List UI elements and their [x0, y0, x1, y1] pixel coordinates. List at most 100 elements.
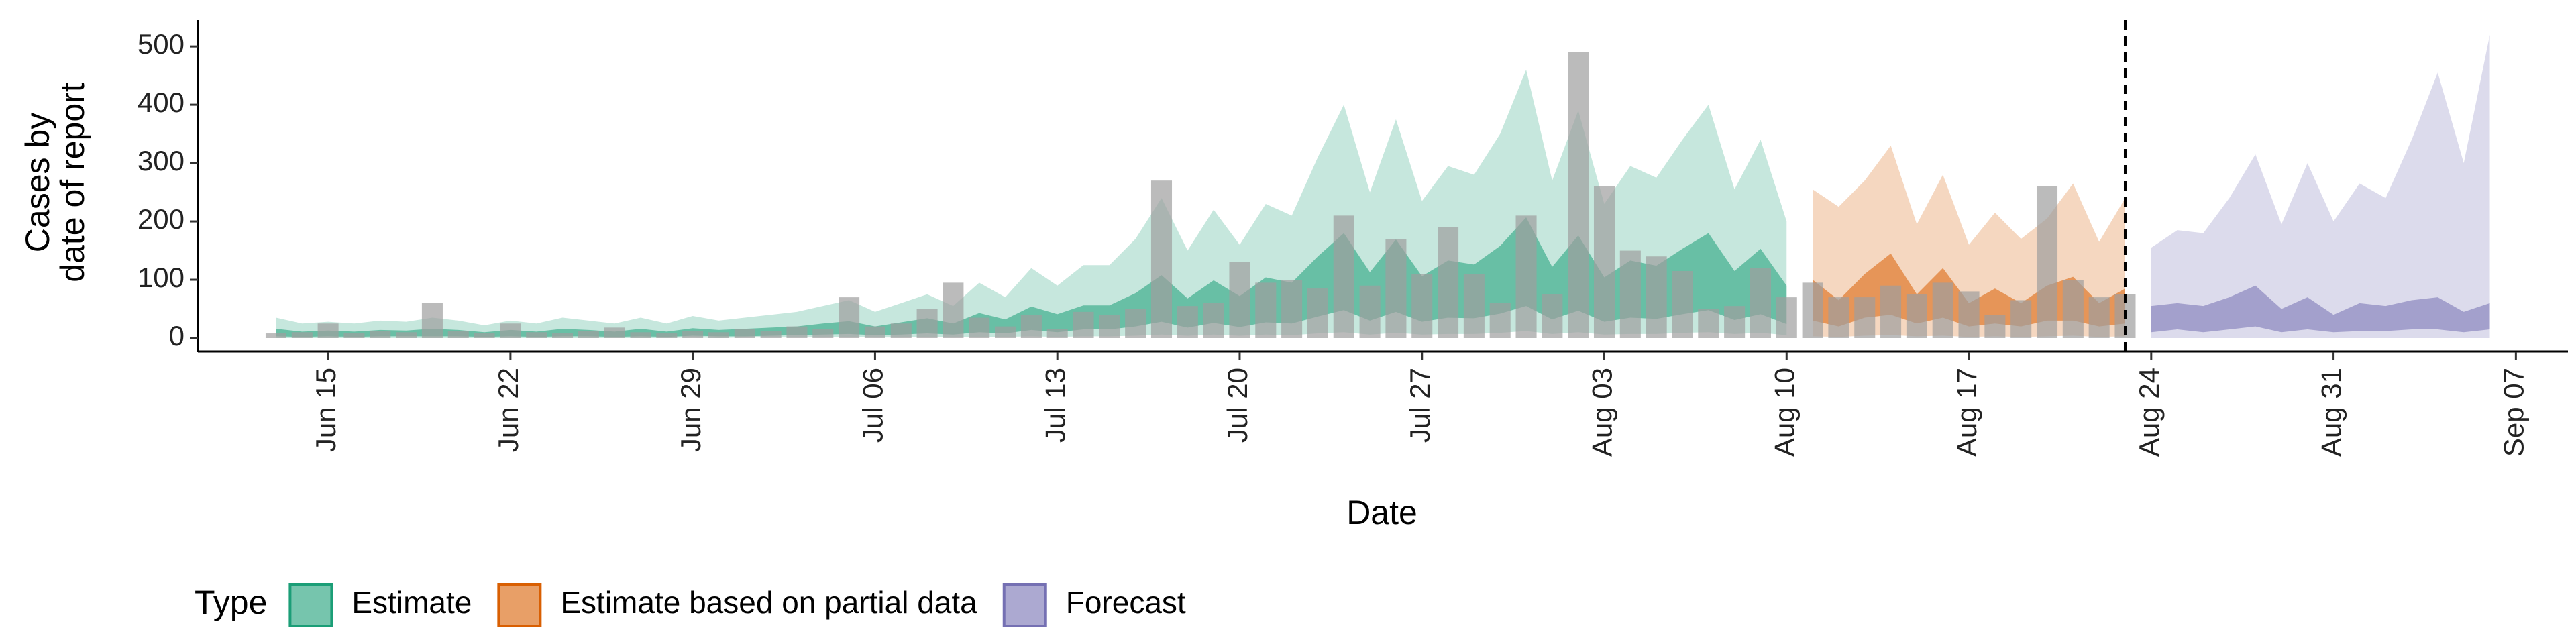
- bar: [474, 333, 495, 338]
- bar: [630, 332, 651, 338]
- bar: [943, 282, 964, 338]
- bar: [2036, 186, 2058, 338]
- bar: [1802, 282, 1823, 338]
- bar: [2062, 280, 2084, 338]
- bar: [2010, 300, 2032, 338]
- x-tick-label: Jul 27: [1404, 368, 1436, 443]
- bar: [265, 333, 287, 338]
- bar: [734, 329, 755, 338]
- legend-label: Forecast: [1066, 585, 1186, 620]
- bar: [995, 326, 1016, 338]
- legend-title: Type: [195, 584, 267, 621]
- bar: [552, 333, 574, 338]
- legend: Type Estimate Estimate based on partial d…: [195, 583, 1186, 627]
- bar: [343, 333, 365, 338]
- bar: [1411, 274, 1433, 338]
- bar: [396, 332, 417, 338]
- bar: [1984, 315, 2006, 338]
- bar: [2088, 297, 2110, 338]
- bar: [1150, 180, 1173, 338]
- bar: [1229, 262, 1250, 338]
- y-tick-label: 400: [138, 87, 184, 118]
- x-tick-label: Jun 15: [310, 368, 341, 452]
- bar: [916, 309, 938, 338]
- bar: [1463, 274, 1485, 338]
- bar: [1880, 285, 1902, 338]
- bar: [1932, 282, 1953, 338]
- x-tick-label: Jul 20: [1222, 368, 1253, 443]
- bar: [708, 332, 730, 338]
- x-tick-label: Jul 13: [1039, 368, 1071, 443]
- bar: [1385, 239, 1407, 338]
- legend-label: Estimate: [352, 585, 472, 620]
- bar: [1646, 256, 1667, 338]
- bar: [1489, 303, 1511, 338]
- bar: [578, 331, 599, 338]
- x-tick-label: Aug 24: [2133, 368, 2165, 457]
- legend-key: [288, 583, 333, 627]
- plot-area: [265, 34, 2490, 338]
- y-tick-label: 100: [138, 262, 184, 293]
- bar: [786, 326, 808, 338]
- bar: [1255, 282, 1277, 338]
- legend-label: Estimate based on partial data: [560, 585, 977, 620]
- bar: [1854, 297, 1876, 338]
- bar: [1619, 250, 1641, 338]
- bar: [604, 327, 625, 338]
- bar: [1776, 297, 1797, 338]
- x-tick-label: Aug 10: [1768, 368, 1800, 457]
- x-tick-label: Aug 17: [1951, 368, 1982, 457]
- bar: [1515, 215, 1537, 338]
- bar: [839, 297, 860, 338]
- x-tick-label: Jun 22: [492, 368, 524, 452]
- bar: [1568, 52, 1589, 338]
- bar: [1099, 315, 1120, 338]
- bar: [1698, 309, 1719, 338]
- bar: [1281, 280, 1303, 338]
- bar: [500, 323, 521, 338]
- ribbon-50: [2151, 285, 2490, 333]
- x-tick-label: Jun 29: [675, 368, 706, 452]
- bar: [1750, 268, 1771, 338]
- y-axis-title: date of report: [54, 83, 91, 282]
- bar: [1359, 285, 1381, 338]
- ribbon-90: [2151, 34, 2490, 338]
- bar: [1438, 227, 1459, 338]
- bar: [291, 332, 313, 338]
- bar: [682, 331, 704, 338]
- bar: [1307, 288, 1328, 338]
- bar: [1020, 315, 1042, 338]
- bar: [1542, 294, 1563, 338]
- bar: [370, 331, 391, 338]
- y-tick-label: 300: [138, 145, 184, 176]
- x-tick-label: Aug 03: [1587, 368, 1618, 457]
- y-tick-label: 500: [138, 28, 184, 60]
- legend-key: [497, 583, 542, 627]
- bar: [1828, 297, 1849, 338]
- x-axis-title: Date: [1346, 494, 1417, 531]
- bar: [1958, 291, 1980, 338]
- bar: [1593, 186, 1615, 338]
- x-tick-label: Jul 06: [857, 368, 889, 443]
- bar: [812, 329, 834, 338]
- bar: [656, 333, 678, 338]
- bar: [864, 326, 885, 338]
- x-tick-label: Sep 07: [2498, 368, 2529, 457]
- y-axis-title: Cases by: [19, 113, 56, 252]
- bar: [526, 332, 547, 338]
- bar: [1906, 294, 1927, 338]
- bar: [1724, 306, 1746, 338]
- y-tick-label: 200: [138, 203, 184, 235]
- bar: [1177, 306, 1198, 338]
- bar: [317, 323, 339, 338]
- bar: [1203, 303, 1224, 338]
- bar: [1046, 329, 1068, 338]
- legend-key: [1002, 583, 1047, 627]
- bar: [447, 331, 469, 338]
- bar: [1125, 309, 1146, 338]
- ribbon-50: [276, 217, 1787, 337]
- bar: [969, 317, 990, 338]
- bar: [760, 331, 782, 338]
- x-tick-label: Aug 31: [2316, 368, 2347, 457]
